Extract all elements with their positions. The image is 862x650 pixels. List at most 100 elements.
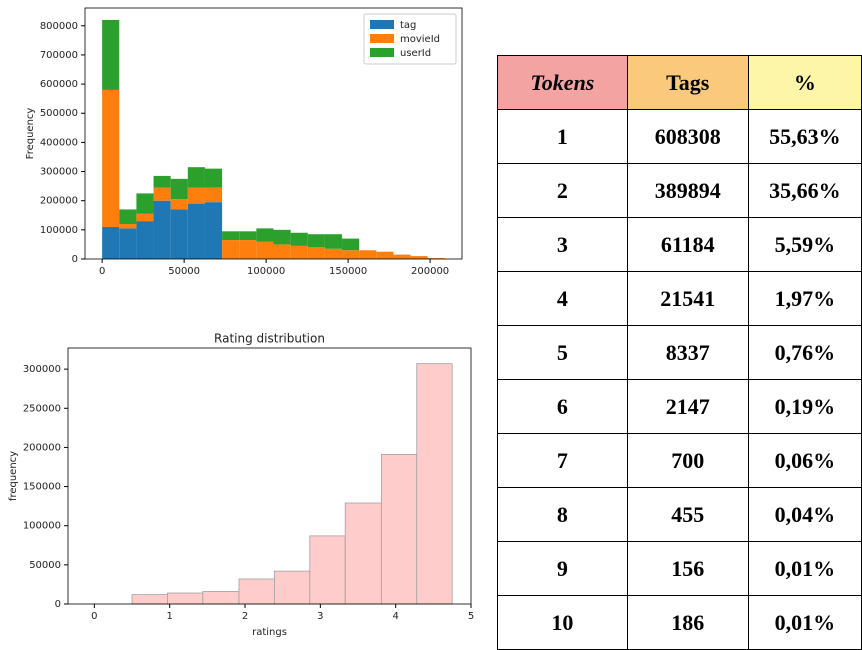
bar (170, 178, 188, 200)
bar (102, 89, 120, 227)
table-cell: 156 (626, 541, 749, 596)
table-row: 6 2147 0,19% (497, 379, 862, 434)
axes-frame (84, 7, 463, 260)
bar (380, 454, 418, 605)
bar (167, 592, 204, 605)
y-tick-label: 100000 (23, 521, 61, 532)
bar (136, 213, 154, 222)
bar (170, 209, 188, 259)
y-tick-label: 200000 (40, 196, 78, 207)
table-cell: 9 (497, 541, 628, 596)
table-cell: 35,66% (747, 163, 862, 218)
bar (153, 200, 171, 259)
bar (273, 244, 291, 259)
x-tick-label: 150000 (329, 266, 367, 277)
table-cell: 2147 (626, 379, 749, 434)
table-cell: 0,01% (747, 595, 862, 650)
table-cell: 6 (497, 379, 628, 434)
table-body: 1 608308 55,63% 2 389894 35,66% 3 61184 5,59% 4 21… (497, 109, 862, 650)
x-tick-label: 1 (167, 611, 173, 622)
x-tick-label: 4 (392, 611, 398, 622)
bar (119, 228, 137, 259)
x-tick-label: 3 (317, 611, 323, 622)
bar (187, 187, 205, 204)
table-cell: 700 (626, 433, 749, 488)
bar (324, 248, 343, 259)
bar (238, 578, 275, 605)
axes-frame (67, 347, 472, 605)
bar (136, 221, 154, 259)
y-tick-label: 600000 (40, 79, 78, 90)
table-row: 1 608308 55,63% (497, 109, 862, 164)
bar (204, 202, 223, 259)
bar (222, 231, 240, 241)
x-tick-label: 200000 (411, 266, 449, 277)
table-cell: 389894 (626, 163, 749, 218)
table-cell: 10 (497, 595, 628, 650)
bar (153, 187, 171, 201)
bar (427, 258, 445, 259)
bar (102, 19, 120, 90)
bar (131, 594, 168, 605)
chart-title: Rating distribution (214, 332, 325, 346)
bar (136, 193, 154, 214)
table-cell: 0,06% (747, 433, 862, 488)
table-cell: 3 (497, 217, 628, 272)
y-tick-label: 700000 (40, 50, 78, 61)
table-row: 2 389894 35,66% (497, 163, 862, 218)
y-tick-label: 250000 (23, 403, 61, 414)
table-cell: 455 (626, 487, 749, 542)
y-tick-label: 100000 (40, 225, 78, 236)
header-cell: % (747, 55, 862, 110)
y-tick-label: 500000 (40, 108, 78, 119)
bar (222, 240, 240, 259)
y-axis-label: Frequency (25, 108, 36, 160)
table-row: 7 700 0,06% (497, 433, 862, 488)
table-cell: 186 (626, 595, 749, 650)
bar (290, 232, 308, 246)
y-tick-label: 400000 (40, 137, 78, 148)
table-row: 4 21541 1,97% (497, 271, 862, 326)
legend-swatch (370, 34, 394, 43)
table-head: Tokens Tags% (497, 55, 862, 110)
y-tick-label: 50000 (29, 560, 61, 571)
table-cell: 61184 (626, 217, 749, 272)
header-row: Tokens Tags% (497, 55, 862, 110)
bar (204, 168, 223, 188)
y-tick-label: 200000 (23, 442, 61, 453)
legend-label: userId (400, 48, 431, 59)
bar (324, 234, 343, 249)
x-tick-label: 0 (91, 611, 97, 622)
legend-label: tag (400, 20, 416, 31)
y-tick-label: 300000 (40, 167, 78, 178)
bar (376, 251, 394, 259)
legend-label: movieId (400, 34, 440, 45)
bar (119, 209, 137, 225)
table-cell: 0,76% (747, 325, 862, 380)
y-tick-label: 0 (55, 599, 61, 610)
header-cell: Tags (626, 55, 749, 110)
table-cell: 55,63% (747, 109, 862, 164)
table-row: 9 156 0,01% (497, 541, 862, 596)
bar (416, 363, 453, 605)
bar (170, 199, 188, 210)
y-axis-label: frequency (8, 451, 19, 501)
bar (307, 247, 325, 259)
legend-swatch (370, 20, 394, 29)
bar (187, 203, 205, 259)
bar (202, 591, 240, 605)
bar (309, 535, 346, 605)
table-cell: 4 (497, 271, 628, 326)
y-tick-label: 0 (72, 254, 78, 265)
bar (256, 228, 274, 242)
y-tick-label: 800000 (40, 21, 78, 32)
table-cell: 0,04% (747, 487, 862, 542)
charts: 0 50000 100000 150000 200000 0 100000 200000 300… (8, 7, 474, 638)
bar (359, 250, 377, 259)
table-row: 8 455 0,04% (497, 487, 862, 542)
table-cell: 2 (497, 163, 628, 218)
bar (342, 250, 360, 259)
bar (256, 241, 274, 259)
token-table: Tokens Tags% 1 608308 55,63% 2 389894 35,66% 3 61… (497, 55, 862, 650)
